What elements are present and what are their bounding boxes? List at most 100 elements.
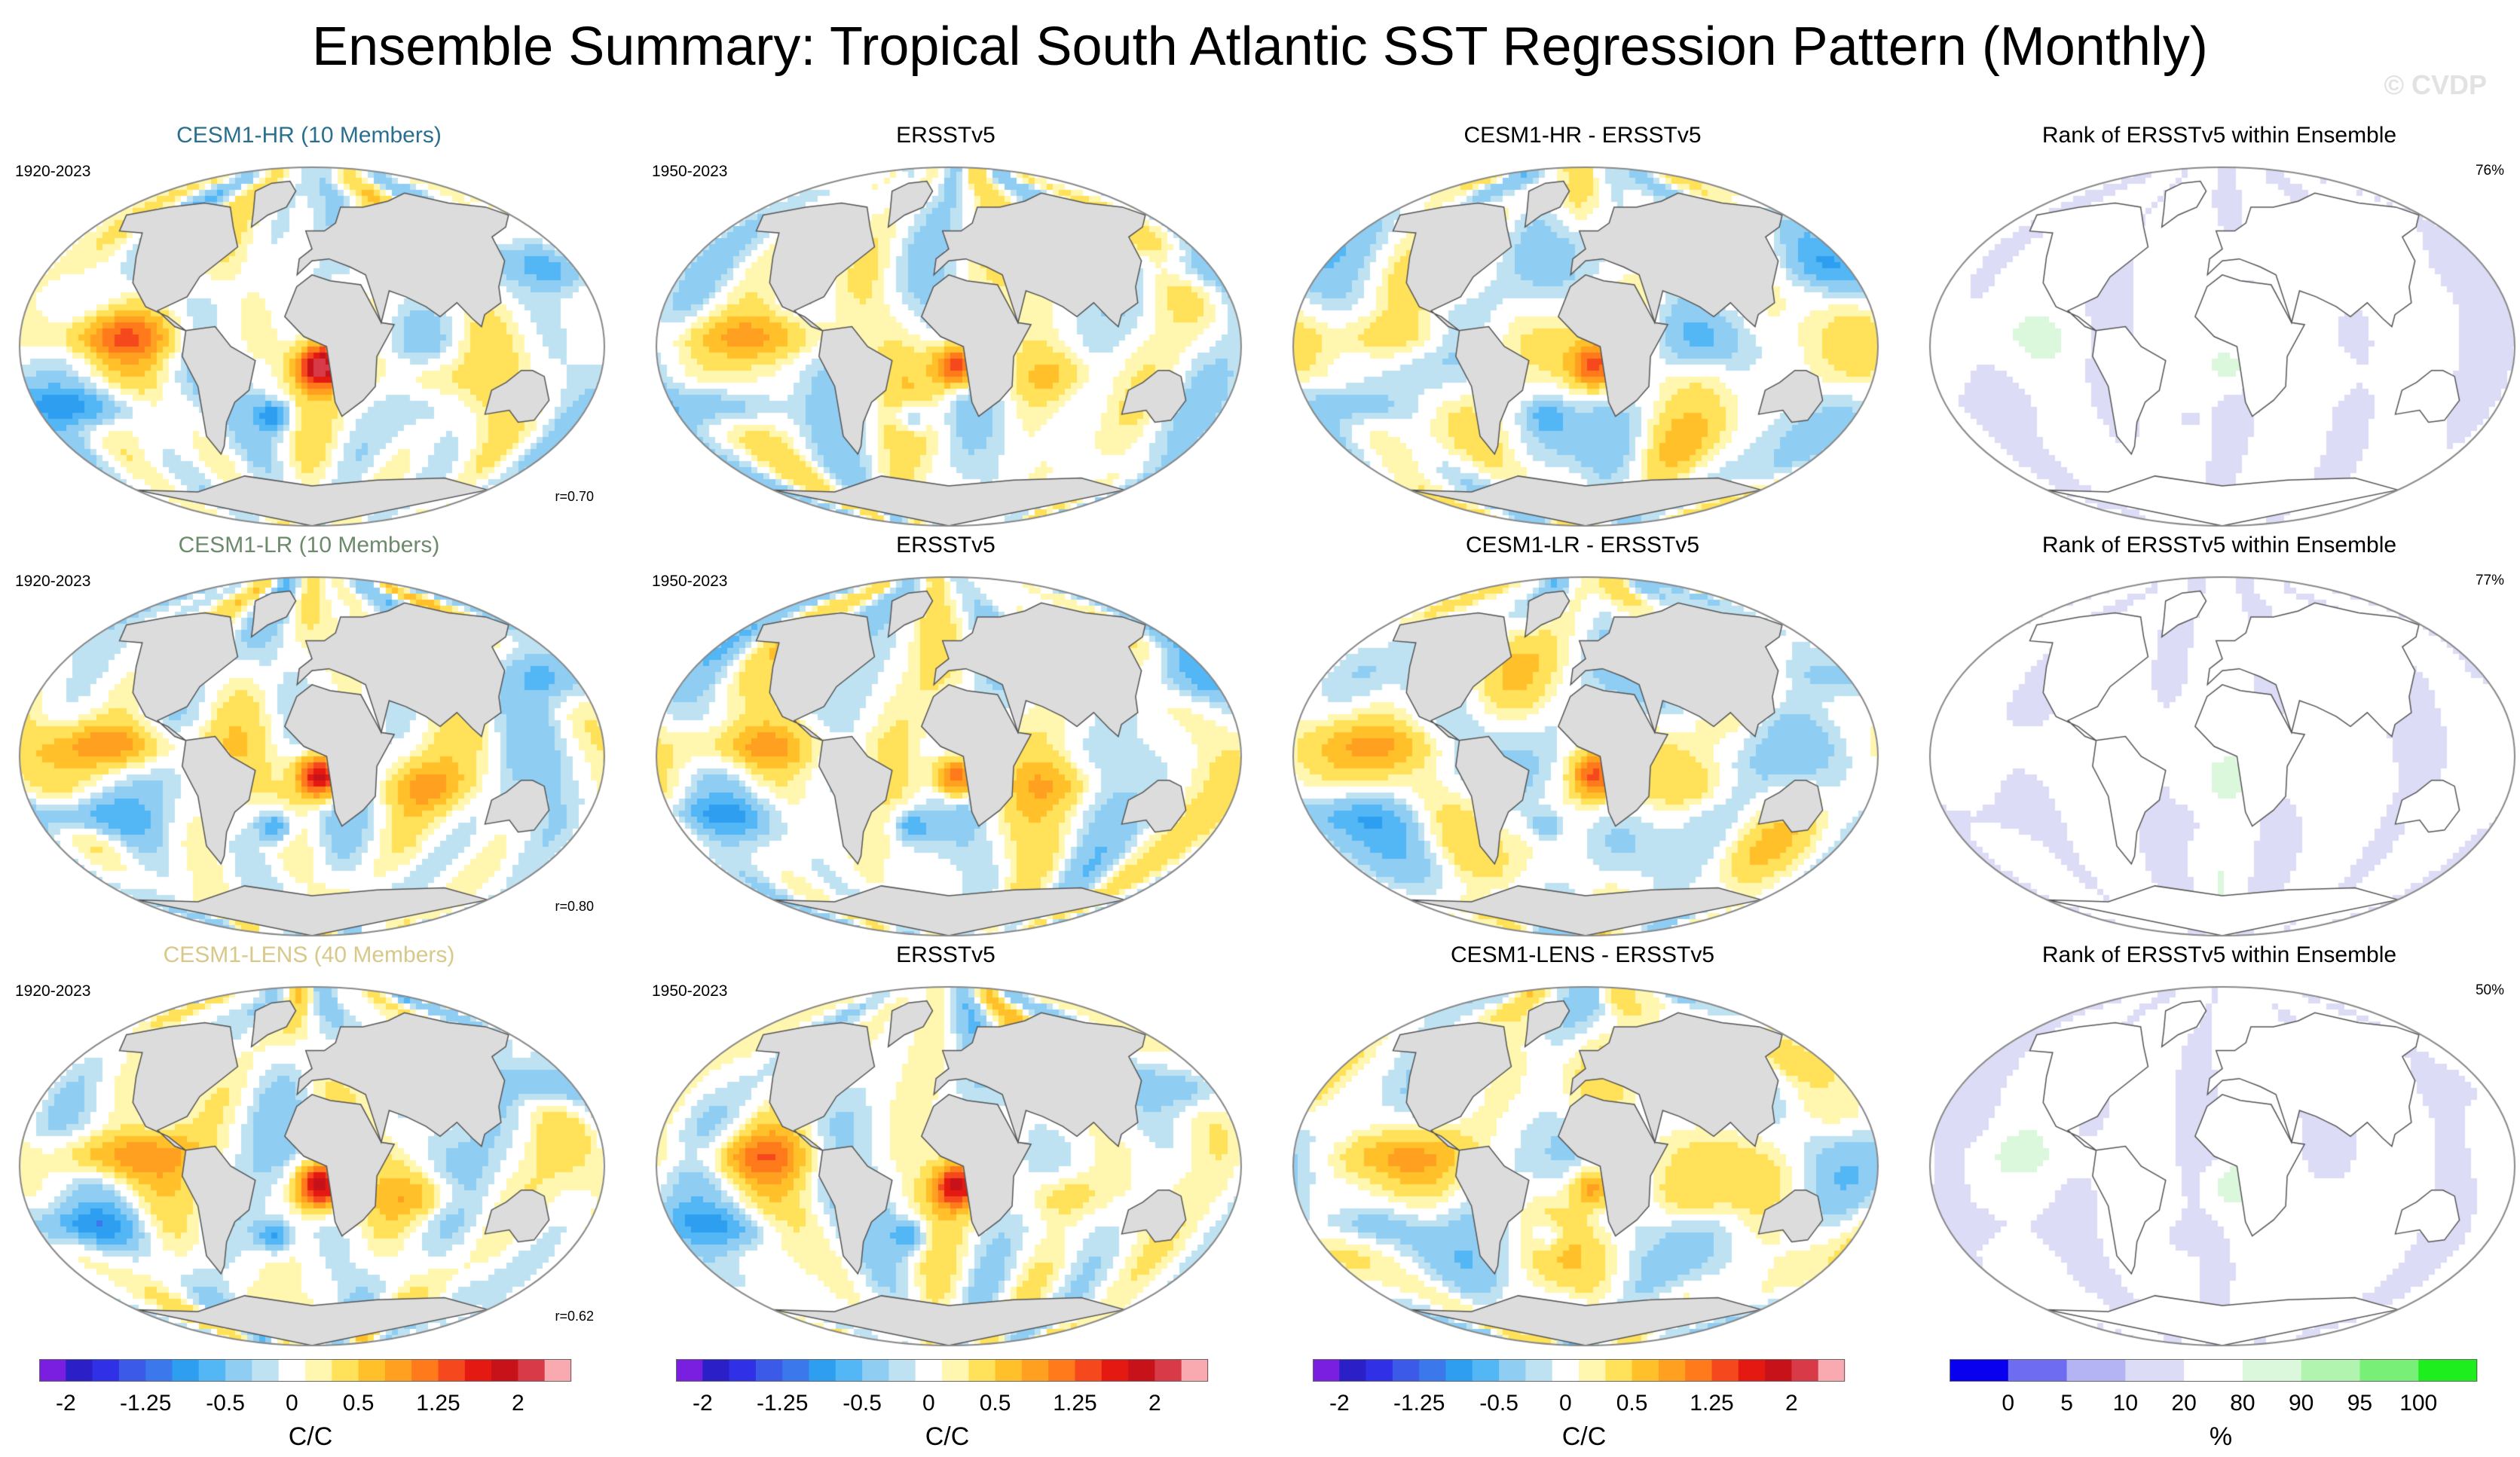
colorbar-swatch (1075, 1359, 1102, 1382)
colorbar-swatch (1392, 1359, 1420, 1382)
colorbar-swatch (491, 1359, 518, 1382)
colorbar-tick-label: 0 (286, 1391, 298, 1416)
colorbar-tick-label: 2 (1148, 1391, 1161, 1416)
colorbar-swatch (782, 1359, 809, 1382)
colorbar-tick-label: 0 (922, 1391, 935, 1416)
panel-title: CESM1-LR (10 Members) (178, 533, 440, 557)
colorbar-swatch (1632, 1359, 1659, 1382)
panel-title: ERSSTv5 (896, 942, 995, 967)
colorbar-tick-label: 0.5 (980, 1391, 1011, 1416)
colorbar-svg: -2 -1.25 -0.5 0 0.5 1.25 2 (1313, 1359, 1846, 1416)
colorbar-tick-label: -0.5 (843, 1391, 882, 1416)
colorbar-tick-label: 20 (2171, 1391, 2196, 1416)
panel-title: ERSSTv5 (896, 123, 995, 148)
colorbar-swatch (1525, 1359, 1553, 1382)
colorbar-unit: C/C (288, 1422, 333, 1451)
colorbar-frame (1950, 1359, 2477, 1382)
colorbar-swatch (942, 1359, 969, 1382)
colorbar-swatch (2008, 1359, 2068, 1382)
colorbar-tick-label: -1.25 (120, 1391, 171, 1416)
colorbar-tick-label: -1.25 (757, 1391, 808, 1416)
colorbar-swatch (66, 1359, 93, 1382)
colorbar-unit: C/C (1561, 1422, 1607, 1451)
regression-colorbar: -2 -1.25 -0.5 0 0.5 1.25 2 C/C (39, 1359, 582, 1451)
colorbar-swatch (332, 1359, 359, 1382)
map-ensemble (18, 985, 606, 1347)
map-diff (1292, 576, 1879, 937)
colorbar-swatch (438, 1359, 466, 1382)
colorbar-tick-label: 5 (2060, 1391, 2073, 1416)
colorbar-swatch (278, 1359, 306, 1382)
colorbar-frame (1313, 1359, 1845, 1382)
colorbar-swatch (1738, 1359, 1766, 1382)
colorbar-swatch (2301, 1359, 2360, 1382)
regression-colorbar: -2 -1.25 -0.5 0 0.5 1.25 2 C/C (1313, 1359, 1855, 1451)
colorbar-frame (39, 1359, 571, 1382)
panel-rank-row1: Rank of ERSSTv5 within Ensemble76% (1918, 122, 2520, 527)
map-rank (1928, 576, 2516, 937)
colorbar-tick-label: 1.25 (1053, 1391, 1096, 1416)
colorbar-tick-label: -2 (1329, 1391, 1350, 1416)
colorbar-tick-label: 1.25 (416, 1391, 460, 1416)
colorbar-swatch (518, 1359, 546, 1382)
colorbar-swatch (1445, 1359, 1473, 1382)
colorbar-swatch (2359, 1359, 2419, 1382)
colorbar-tick-label: 10 (2113, 1391, 2138, 1416)
colorbar-swatch (915, 1359, 943, 1382)
panel-title: CESM1-HR (10 Members) (176, 123, 442, 148)
colorbar-swatch (835, 1359, 863, 1382)
colorbar-unit: C/C (925, 1422, 970, 1451)
colorbar-swatch (1128, 1359, 1155, 1382)
colorbar-tick-label: -2 (56, 1391, 76, 1416)
colorbar-swatch (1419, 1359, 1446, 1382)
colorbar-swatch (888, 1359, 916, 1382)
colorbar-swatch (411, 1359, 439, 1382)
colorbar-tick-label: 0 (2002, 1391, 2014, 1416)
map-ensemble (18, 576, 606, 937)
colorbar-swatch (39, 1359, 66, 1382)
colorbar-swatch (1552, 1359, 1580, 1382)
panel-obs-row2: ERSSTv51950-2023 (644, 532, 1247, 937)
colorbar-swatch (1791, 1359, 1819, 1382)
panel-title: Rank of ERSSTv5 within Ensemble (2041, 942, 2397, 967)
colorbar-svg: -2 -1.25 -0.5 0 0.5 1.25 2 (39, 1359, 572, 1416)
regression-colorbar: -2 -1.25 -0.5 0 0.5 1.25 2 C/C (676, 1359, 1219, 1451)
map-obs (655, 166, 1243, 527)
panel-ensemble-row3: CESM1-LENS (40 Members)1920-2023r=0.62 (8, 942, 610, 1347)
panel-diff-row2: CESM1-LR - ERSSTv5 (1281, 532, 1884, 937)
colorbar-swatch (1339, 1359, 1367, 1382)
colorbar-swatch (1579, 1359, 1606, 1382)
colorbar-swatch (1048, 1359, 1075, 1382)
colorbar-frame (676, 1359, 1208, 1382)
colorbar-swatch (305, 1359, 332, 1382)
colorbar-tick-label: -0.5 (1479, 1391, 1518, 1416)
cvdp-watermark: © CVDP (2384, 69, 2487, 100)
map-diff (1292, 985, 1879, 1347)
colorbar-swatch (464, 1359, 492, 1382)
colorbar-tick-label: 0.5 (343, 1391, 375, 1416)
colorbar-swatch (2184, 1359, 2243, 1382)
colorbar-swatch (1685, 1359, 1712, 1382)
colorbar-tick-label: -0.5 (206, 1391, 245, 1416)
colorbar-swatch (968, 1359, 996, 1382)
colorbar-swatch (145, 1359, 173, 1382)
colorbar-tick-label: 2 (512, 1391, 524, 1416)
panel-title: CESM1-HR - ERSSTv5 (1463, 123, 1702, 148)
colorbar-swatch (995, 1359, 1023, 1382)
colorbar-swatch (1950, 1359, 2009, 1382)
map-rank (1928, 166, 2516, 527)
colorbar-swatch (225, 1359, 252, 1382)
colorbar-swatch (2125, 1359, 2185, 1382)
rank-colorbar: 0 5 10 20 80 90 95 100% (1950, 1359, 2492, 1451)
panel-rank-row2: Rank of ERSSTv5 within Ensemble77% (1918, 532, 2520, 937)
colorbar-swatch (1366, 1359, 1393, 1382)
colorbar-swatch (1181, 1359, 1209, 1382)
panel-obs-row3: ERSSTv51950-2023 (644, 942, 1247, 1347)
colorbar-swatch (2418, 1359, 2478, 1382)
colorbar-tick-label: 0 (1559, 1391, 1572, 1416)
panel-ensemble-row1: CESM1-HR (10 Members)1920-2023r=0.70 (8, 122, 610, 527)
colorbar-swatch (358, 1359, 386, 1382)
figure-title: Ensemble Summary: Tropical South Atlanti… (312, 17, 2208, 77)
colorbar-swatch (172, 1359, 200, 1382)
colorbar-swatch (2242, 1359, 2302, 1382)
